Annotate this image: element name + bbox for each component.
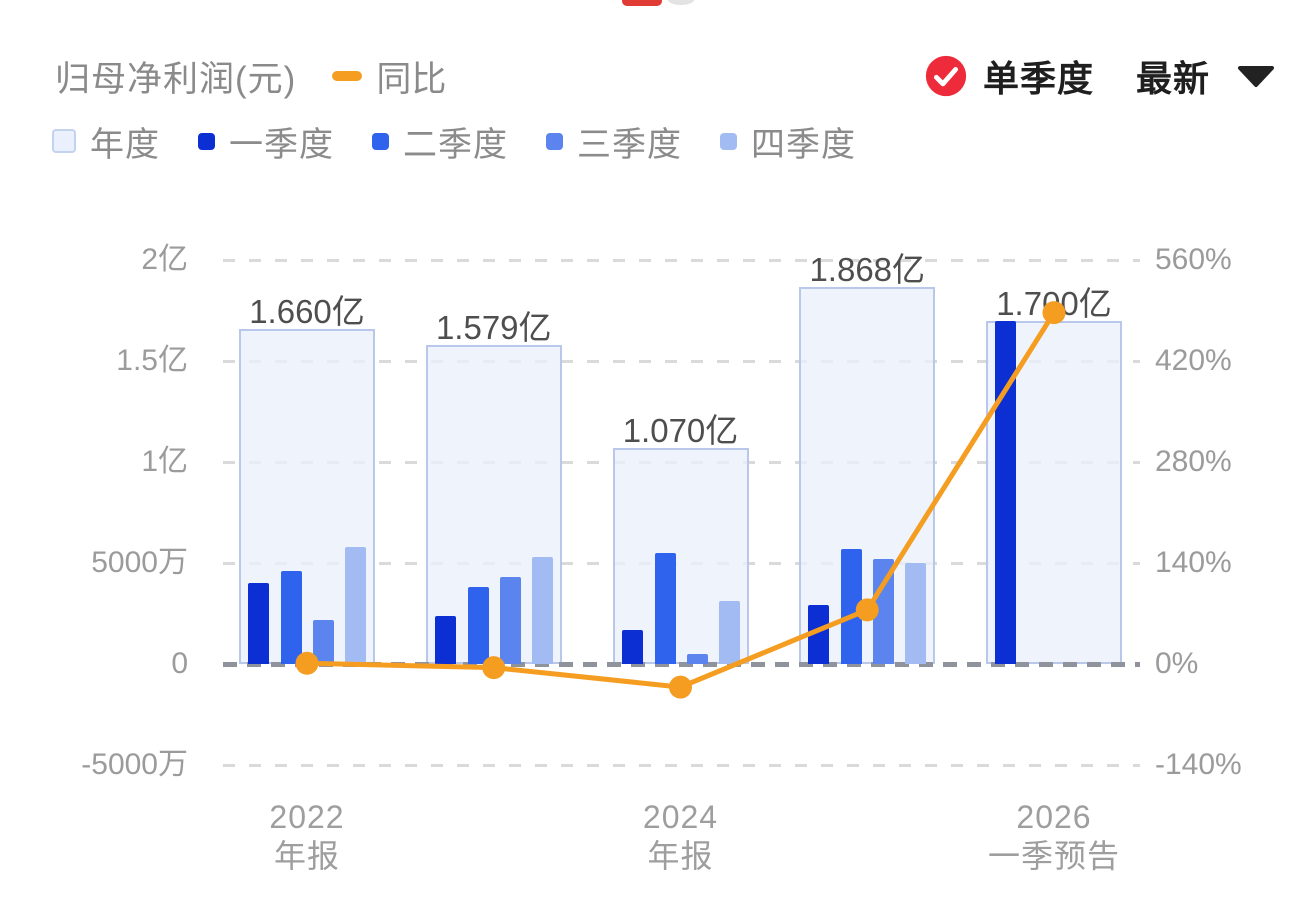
cutoff-red-element xyxy=(622,0,662,6)
legend-swatch-icon xyxy=(546,132,563,150)
legend-item-label: 二季度 xyxy=(403,125,508,164)
y-axis-label-left: -5000万 xyxy=(81,748,188,781)
check-circle-icon xyxy=(925,55,967,97)
quarter-bar-q4[interactable] xyxy=(531,556,553,664)
quarter-mode-label: 单季度 xyxy=(982,58,1094,99)
legend-swatch-icon xyxy=(52,129,76,153)
quarter-bar-q1[interactable] xyxy=(434,615,456,664)
quarter-bar-q4[interactable] xyxy=(905,563,927,664)
x-axis-label: 2026 一季预告 xyxy=(924,798,1184,876)
quarter-bar-q1[interactable] xyxy=(621,629,643,664)
y-axis-label-left: 0 xyxy=(171,647,188,680)
x-axis-label-period: 一季预告 xyxy=(987,838,1120,874)
y-axis-label-right: 140% xyxy=(1155,546,1232,579)
annual-value-label: 1.700亿 xyxy=(996,284,1112,322)
x-axis-label: 2022 年报 xyxy=(177,798,437,876)
yoy-legend-label: 同比 xyxy=(376,59,447,99)
yoy-data-point xyxy=(669,675,692,699)
quarter-bar-q2[interactable] xyxy=(841,548,863,664)
yoy-line-legend-icon xyxy=(332,71,363,81)
series-legend: 年度 一季度 二季度 三季度 四季度 xyxy=(52,116,894,166)
quarter-bar-q3[interactable] xyxy=(873,558,895,664)
x-axis-label-year: 2026 xyxy=(1016,799,1092,835)
legend-item-q4[interactable]: 四季度 xyxy=(720,117,856,166)
annual-value-label: 1.660亿 xyxy=(249,292,365,330)
x-axis-label-year: 2022 xyxy=(269,799,345,835)
y-axis-label-right: -140% xyxy=(1155,748,1242,781)
caret-down-icon xyxy=(1236,64,1276,88)
legend-swatch-icon xyxy=(198,132,215,150)
quarter-bar-q2[interactable] xyxy=(467,587,489,664)
latest-dropdown-label: 最新 xyxy=(1135,58,1210,99)
quarter-bar-q4[interactable] xyxy=(345,546,366,664)
legend-item-label: 一季度 xyxy=(229,125,334,164)
quarter-bar-q2[interactable] xyxy=(654,552,676,664)
x-axis-label-year: 2024 xyxy=(642,799,719,835)
chart-title: 归母净利润(元) xyxy=(55,59,297,99)
legend-item-annual[interactable]: 年度 xyxy=(52,117,160,166)
x-axis-label-period: 年报 xyxy=(647,838,714,874)
quarter-bar-q2[interactable] xyxy=(281,571,302,664)
quarter-bar-q1[interactable] xyxy=(248,583,269,664)
quarter-bar-q3[interactable] xyxy=(499,577,521,664)
legend-item-q1[interactable]: 一季度 xyxy=(198,117,334,166)
cutoff-gray-element xyxy=(668,0,694,5)
legend-swatch-icon xyxy=(720,132,737,150)
y-axis-label-right: 560% xyxy=(1155,243,1232,276)
gridline xyxy=(223,763,1140,767)
legend-swatch-icon xyxy=(372,132,389,150)
quarter-bar-q1[interactable] xyxy=(808,605,830,664)
annual-value-label: 1.868亿 xyxy=(809,250,926,288)
y-axis-label-right: 280% xyxy=(1155,445,1232,478)
gridline xyxy=(223,258,1140,262)
quarter-bar-q3[interactable] xyxy=(686,653,708,664)
quarter-bar-q1[interactable] xyxy=(995,320,1016,664)
legend-item-q2[interactable]: 二季度 xyxy=(372,117,508,166)
y-axis-label-left: 1.5亿 xyxy=(116,344,188,377)
y-axis-label-left: 5000万 xyxy=(91,546,188,579)
chart-header: 归母净利润(元) 同比 单季度 最新 xyxy=(55,50,1276,102)
annual-value-label: 1.070亿 xyxy=(622,411,739,449)
quarter-bar-q3[interactable] xyxy=(313,619,334,664)
y-axis-label-right: 420% xyxy=(1155,344,1232,377)
quarter-bar-q4[interactable] xyxy=(718,601,740,664)
latest-dropdown[interactable]: 最新 xyxy=(1136,50,1276,102)
legend-item-label: 年度 xyxy=(90,125,160,164)
y-axis-label-left: 1亿 xyxy=(141,445,188,478)
y-axis-label-right: 0% xyxy=(1155,647,1199,680)
x-axis-label: 2024 年报 xyxy=(551,798,811,876)
legend-item-q3[interactable]: 三季度 xyxy=(546,117,682,166)
x-axis-label-period: 年报 xyxy=(273,838,340,874)
legend-item-label: 三季度 xyxy=(577,125,682,164)
quarter-mode-toggle[interactable]: 单季度 xyxy=(925,50,1094,102)
legend-item-label: 四季度 xyxy=(751,125,856,164)
y-axis-label-left: 2亿 xyxy=(141,243,188,276)
annual-value-label: 1.579亿 xyxy=(435,309,552,347)
